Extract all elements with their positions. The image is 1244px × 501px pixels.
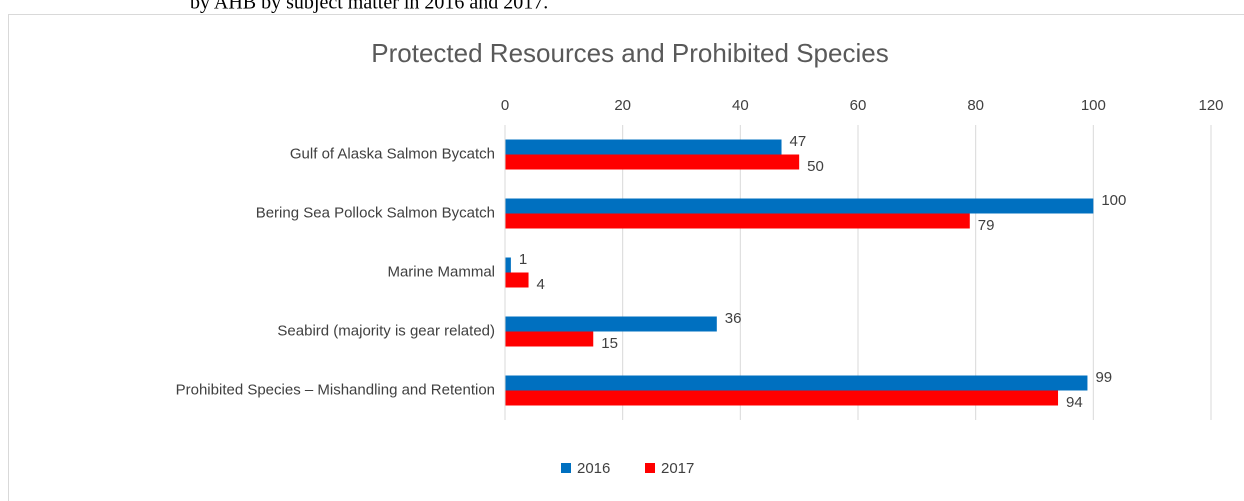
chart-title: Protected Resources and Prohibited Speci… bbox=[371, 38, 888, 68]
bar bbox=[505, 375, 1088, 391]
y-tick-label: Gulf of Alaska Salmon Bycatch bbox=[290, 145, 495, 162]
data-label: 94 bbox=[1066, 394, 1083, 411]
data-label: 47 bbox=[790, 133, 807, 150]
data-label: 50 bbox=[807, 158, 824, 175]
caption: by AHB by subject matter in 2016 and 201… bbox=[190, 0, 548, 14]
y-tick-label: Marine Mammal bbox=[387, 263, 495, 280]
bar bbox=[505, 316, 717, 332]
x-tick-label: 20 bbox=[614, 97, 631, 114]
data-label: 100 bbox=[1101, 192, 1126, 209]
bar bbox=[505, 213, 970, 229]
y-tick-label: Prohibited Species – Mishandling and Ret… bbox=[176, 381, 495, 398]
data-label: 1 bbox=[519, 251, 527, 268]
x-tick-label: 0 bbox=[501, 97, 509, 114]
bar bbox=[505, 154, 800, 170]
y-tick-label: Bering Sea Pollock Salmon Bycatch bbox=[256, 204, 495, 221]
bar bbox=[505, 272, 529, 288]
x-tick-label: 120 bbox=[1198, 97, 1223, 114]
y-tick-label: Seabird (majority is gear related) bbox=[277, 322, 495, 339]
legend-swatch bbox=[645, 463, 655, 473]
bar bbox=[505, 331, 594, 347]
chart-border bbox=[8, 14, 1244, 501]
data-label: 15 bbox=[601, 335, 618, 352]
bar bbox=[505, 198, 1094, 214]
bar bbox=[505, 390, 1059, 406]
data-label: 99 bbox=[1095, 369, 1112, 386]
bar bbox=[505, 257, 511, 273]
data-label: 36 bbox=[725, 310, 742, 327]
legend-swatch bbox=[561, 463, 571, 473]
data-label: 79 bbox=[978, 217, 995, 234]
x-tick-label: 100 bbox=[1081, 97, 1106, 114]
x-tick-label: 60 bbox=[850, 97, 867, 114]
x-tick-label: 80 bbox=[967, 97, 984, 114]
data-label: 4 bbox=[537, 276, 545, 293]
legend-label: 2017 bbox=[661, 460, 694, 477]
x-tick-label: 40 bbox=[732, 97, 749, 114]
legend-label: 2016 bbox=[577, 460, 610, 477]
bar bbox=[505, 139, 782, 155]
